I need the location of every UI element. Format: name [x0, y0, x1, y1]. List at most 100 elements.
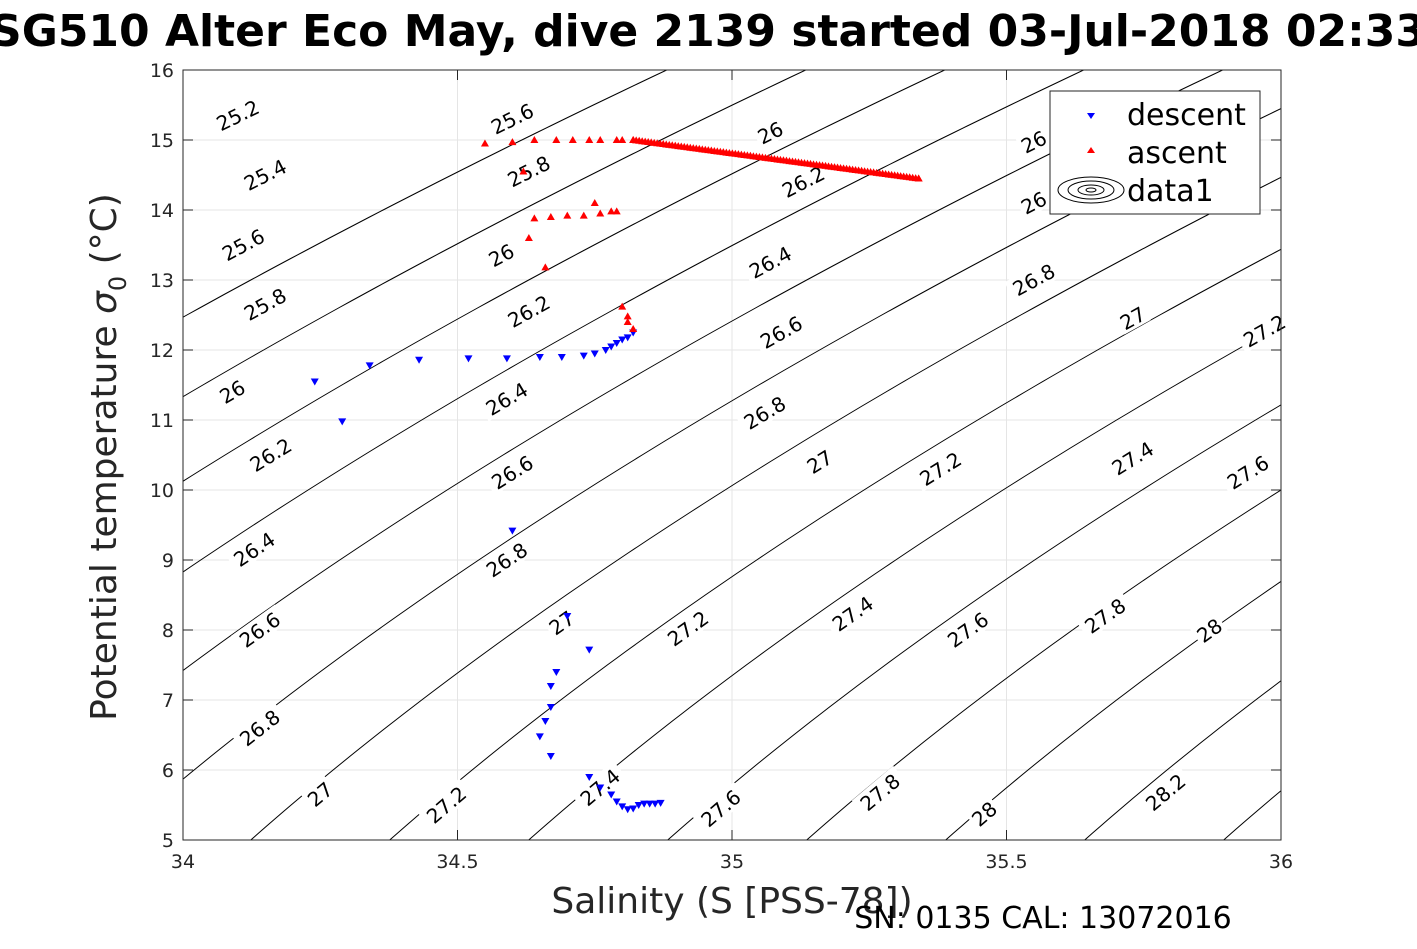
ascent-point: [519, 167, 528, 175]
y-tick-label: 16: [150, 60, 174, 82]
contour-label-bg: [499, 287, 558, 334]
contour-label-bg: [241, 430, 300, 478]
contour-label-bg: [235, 280, 294, 327]
y-axis-label-subscript: 0: [104, 276, 132, 291]
contour-legend-icon: [1057, 176, 1125, 204]
y-tick-label: 13: [150, 270, 174, 292]
x-tick-label: 34.5: [436, 851, 478, 873]
legend-box: [1049, 90, 1261, 215]
y-tick-label: 15: [150, 130, 174, 152]
descent-point: [502, 355, 511, 363]
density-contour-line: [527, 324, 1281, 840]
contour-label-bg: [230, 604, 288, 654]
calibration-footer: SN: 0135 CAL: 13072016: [854, 901, 1232, 936]
contour-label-bg: [499, 148, 558, 193]
contour-label-bg: [482, 237, 520, 272]
density-contour-line: [666, 404, 1281, 840]
contour-label-bg: [751, 115, 789, 149]
contour-label-bg: [1113, 300, 1151, 335]
descent-point: [601, 347, 610, 354]
ascent-point: [629, 136, 638, 143]
y-tick-label: 6: [162, 760, 174, 782]
ascent-point: [612, 136, 621, 143]
descent-point: [546, 683, 555, 690]
contour-label-bg: [692, 781, 749, 834]
ascent-point: [596, 136, 605, 143]
descent-point: [546, 753, 555, 760]
contour-label-bg: [208, 92, 267, 137]
ascent-point: [541, 263, 550, 271]
contour-label-bg: [851, 765, 908, 818]
descent-point: [338, 418, 347, 426]
ascent-point: [579, 211, 588, 219]
descent-point: [618, 803, 627, 811]
descent-point: [464, 355, 473, 363]
descent-point: [640, 800, 649, 808]
contour-label-bg: [1137, 765, 1193, 818]
descent-point: [623, 806, 632, 814]
x-axis-label: Salinity (S [PSS-78]): [551, 881, 912, 922]
contour-label-bg: [659, 603, 716, 653]
density-contour-line: [1083, 680, 1281, 840]
legend[interactable]: descent ascent data1: [1049, 90, 1261, 215]
y-tick-label: 5: [162, 830, 174, 852]
contour-label-bg: [1004, 256, 1063, 302]
ascent-point: [618, 302, 627, 310]
contour-label-bg: [213, 374, 251, 409]
descent-point: [585, 646, 594, 654]
descent-point: [546, 704, 555, 711]
descent-point: [651, 800, 660, 808]
y-tick-labels: 5 6 7 8 9 10 11 12 13 14 15 16: [150, 60, 174, 852]
legend-item-ascent: ascent: [1127, 136, 1227, 171]
contour-label-bg: [1235, 307, 1293, 354]
descent-point: [365, 362, 374, 370]
ascent-point: [508, 138, 517, 146]
density-contour-line: [183, 70, 668, 318]
density-contour-line: [183, 70, 946, 482]
ascent-point: [629, 325, 638, 332]
contour-label-bg: [1103, 434, 1162, 482]
ascent-point: [618, 136, 627, 143]
descent-point: [508, 527, 517, 535]
y-tick-label: 12: [150, 340, 174, 362]
y-tick-label: 9: [162, 550, 174, 572]
contour-label-bg: [482, 96, 542, 140]
y-tick-label: 10: [150, 480, 174, 502]
descent-point: [552, 669, 561, 676]
descent-point: [557, 354, 566, 361]
ascent-point: [530, 136, 539, 143]
contour-label-bg: [740, 239, 799, 285]
legend-item-data1: data1: [1127, 174, 1214, 209]
y-axis-label-sigma: σ: [84, 290, 125, 314]
ascent-point: [607, 207, 616, 215]
descent-point: [645, 800, 654, 808]
y-tick-label: 11: [150, 410, 174, 432]
descent-point: [563, 613, 572, 620]
y-axis-label-unit: (°C): [84, 193, 125, 276]
contour-label-bg: [751, 308, 810, 355]
contour-label-bg: [965, 795, 1003, 832]
contour-label-bg: [477, 374, 536, 422]
descent-point: [579, 352, 588, 360]
legend-item-descent: descent: [1127, 98, 1246, 133]
ascent-point: [612, 207, 621, 215]
contour-label-bg: [735, 388, 794, 436]
ascent-point: [563, 211, 572, 219]
contour-label-bg: [1218, 448, 1277, 496]
chart-title: SG510 Alter Eco May, dive 2139 started 0…: [0, 6, 1417, 57]
y-axis-label-main: Potential temperature: [84, 314, 125, 721]
ascent-point: [596, 209, 605, 217]
density-contour-line: [805, 489, 1281, 840]
y-tick-label: 8: [162, 620, 174, 642]
descent-point: [596, 784, 605, 792]
density-contour-line: [183, 70, 1224, 672]
ascent-point: [546, 213, 555, 220]
descent-point: [634, 802, 643, 809]
contour-label-bg: [231, 701, 288, 753]
ascent-point: [524, 234, 533, 241]
descent-point: [590, 350, 599, 358]
ascent-point: [623, 312, 632, 320]
ascent-legend-marker: [1087, 147, 1095, 153]
x-tick-label: 34: [171, 851, 195, 873]
